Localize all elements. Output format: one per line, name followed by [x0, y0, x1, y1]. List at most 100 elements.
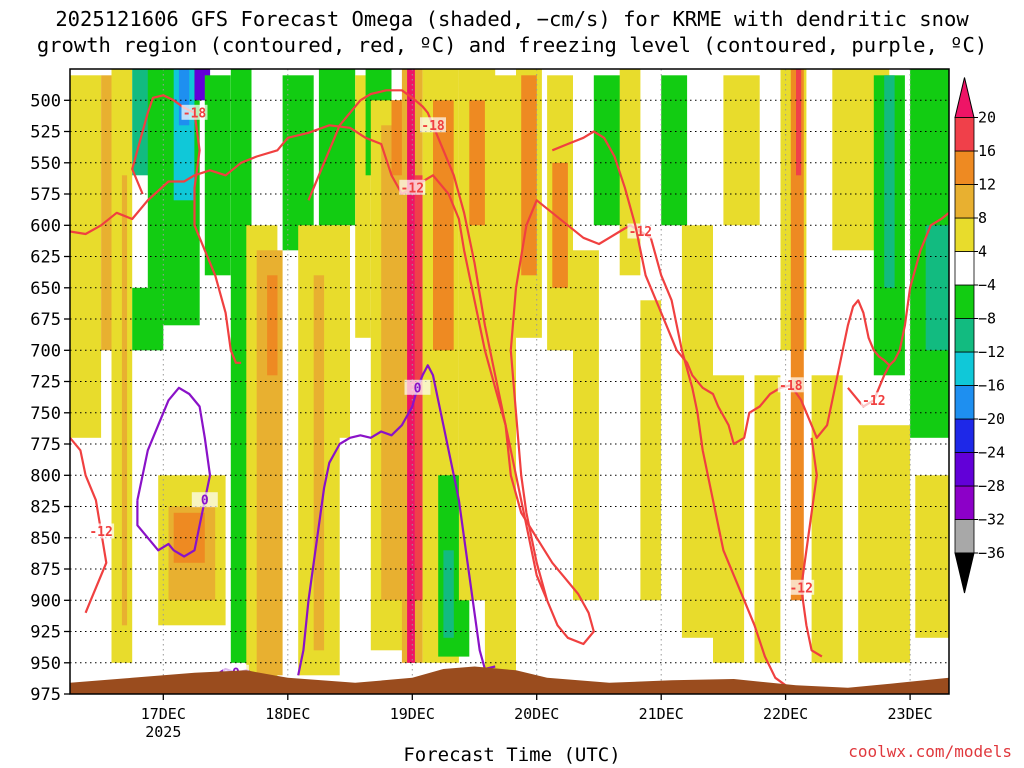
- terrain-surface: [70, 666, 949, 694]
- colorbar-label-8: −16: [978, 377, 1005, 395]
- colorbar-bin-1: [954, 485, 975, 520]
- colorbar-label-10: −24: [978, 444, 1005, 462]
- y-tick-label-18: 950: [30, 654, 61, 674]
- omega-cell-17: [267, 275, 278, 376]
- omega-cell-54: [811, 375, 843, 663]
- omega-cell-46: [661, 75, 688, 226]
- y-tick-label-2: 550: [30, 154, 61, 174]
- colorbar-label-5: −4: [978, 276, 996, 294]
- colorbar-bin-8: [954, 251, 975, 286]
- y-tick-label-17: 925: [30, 623, 61, 643]
- freezing-contour-2: [297, 364, 496, 676]
- y-tick-label-13: 825: [30, 498, 61, 518]
- source-credit: coolwx.com/models: [848, 742, 1012, 761]
- y-tick-label-6: 650: [30, 279, 61, 299]
- omega-shading: [70, 69, 949, 682]
- dgz-label-bg-3: [420, 117, 446, 133]
- colorbar-bin-10: [954, 184, 975, 219]
- omega-cell-29: [407, 69, 415, 663]
- colorbar-bin-3: [954, 418, 975, 453]
- x-tick-label-2: 19DEC: [390, 705, 435, 723]
- dgz-label-bg-5: [88, 523, 115, 539]
- omega-cell-22: [329, 225, 350, 438]
- x-tick-sublabel-0: 2025: [145, 723, 181, 741]
- gridlines: [70, 69, 949, 694]
- y-tick-label-8: 700: [30, 341, 61, 361]
- dgz-label-bg-2: [181, 104, 208, 120]
- dgz-label-bg-6: [788, 579, 815, 595]
- dgz-contour-label-1: -12: [629, 225, 652, 240]
- dgz-contour-label-7: -12: [862, 394, 885, 409]
- x-axis-label: Forecast Time (UTC): [403, 744, 621, 766]
- colorbar-label-1: 16: [978, 142, 996, 160]
- omega-cell-53: [796, 69, 802, 176]
- freezing-contour-0: [136, 386, 212, 558]
- omega-cell-61: [915, 475, 949, 638]
- colorbar-bin-5: [954, 351, 975, 386]
- colorbar-bin-0: [954, 519, 975, 554]
- omega-cell-60: [925, 225, 949, 351]
- x-tick-label-4: 21DEC: [639, 705, 684, 723]
- omega-cell-52: [790, 69, 804, 601]
- omega-cell-34: [443, 550, 454, 638]
- y-tick-label-9: 725: [30, 373, 61, 393]
- omega-cell-2: [111, 69, 133, 663]
- chart-title-line-1: 2025121606 GFS Forecast Omega (shaded, −…: [55, 7, 969, 31]
- omega-cell-9: [132, 287, 164, 351]
- omega-cell-56: [858, 425, 911, 663]
- y-tick-label-1: 525: [30, 123, 61, 143]
- colorbar-over-triangle: [954, 77, 975, 118]
- y-tick-label-5: 625: [30, 248, 61, 268]
- terrain-layer: [70, 666, 949, 694]
- omega-cell-36: [469, 100, 490, 226]
- colorbar-bin-11: [954, 150, 975, 185]
- omega-cell-18: [282, 75, 314, 251]
- plot-area: -12-12-18-18-18-12-12-12 000: [69, 68, 950, 695]
- dgz-label-bg-0: [399, 179, 426, 195]
- y-tick-label-10: 750: [30, 404, 61, 424]
- colorbar-label-6: −8: [978, 310, 996, 328]
- dgz-contour-label-5: -12: [89, 525, 112, 540]
- colorbar-label-3: 8: [978, 209, 987, 227]
- omega-cell-26: [381, 125, 402, 601]
- colorbar-bin-12: [954, 117, 975, 152]
- y-tick-label-3: 575: [30, 185, 61, 205]
- dgz-label-bg-7: [860, 392, 887, 408]
- omega-cell-21: [318, 69, 356, 226]
- x-tick-label-3: 20DEC: [514, 705, 559, 723]
- colorbar-label-11: −28: [978, 477, 1005, 495]
- freezing-label-bg-2: [404, 379, 431, 395]
- colorbar-bin-9: [954, 217, 975, 252]
- omega-cell-7: [178, 69, 190, 126]
- y-tick-label-7: 675: [30, 310, 61, 330]
- omega-cell-50: [754, 375, 781, 663]
- omega-cell-45: [640, 300, 662, 601]
- x-tick-label-5: 22DEC: [763, 705, 808, 723]
- freezing-contour-label-2: 0: [414, 381, 422, 396]
- freezing-label-bg-0: [191, 492, 218, 508]
- omega-cell-37: [484, 75, 516, 676]
- colorbar-bin-7: [954, 284, 975, 319]
- dgz-contour-label-3: -18: [421, 119, 445, 134]
- dgz-contours: -12 -12 -18 -18 -18 -12 -12 -12: [70, 89, 949, 687]
- y-tick-label-19: 975: [30, 685, 61, 705]
- dgz-contour-label-0: -12: [401, 181, 424, 196]
- colorbar-bin-2: [954, 452, 975, 487]
- omega-cell-3: [121, 175, 128, 626]
- y-tick-label-11: 775: [30, 435, 61, 455]
- y-tick-label-15: 875: [30, 560, 61, 580]
- colorbar-label-12: −32: [978, 511, 1005, 529]
- dgz-label-bg-4: [777, 377, 804, 393]
- colorbar-under-triangle: [954, 552, 975, 594]
- y-tick-label-12: 800: [30, 466, 61, 486]
- omega-cell-47: [681, 225, 713, 638]
- dgz-label-bg-1: [627, 223, 654, 239]
- y-tick-label-14: 850: [30, 529, 61, 549]
- colorbar-bin-6: [954, 318, 975, 353]
- x-tick-label-6: 23DEC: [888, 705, 933, 723]
- colorbar-label-7: −12: [978, 343, 1005, 361]
- colorbar: 20 16 12 8 4 −4 −8 −12 −16 −20 −24 −28 −32 −36: [954, 77, 1005, 594]
- dgz-contour-6: [800, 437, 823, 658]
- chart-title-line-2: growth region (contoured, red, ºC) and f…: [36, 33, 988, 57]
